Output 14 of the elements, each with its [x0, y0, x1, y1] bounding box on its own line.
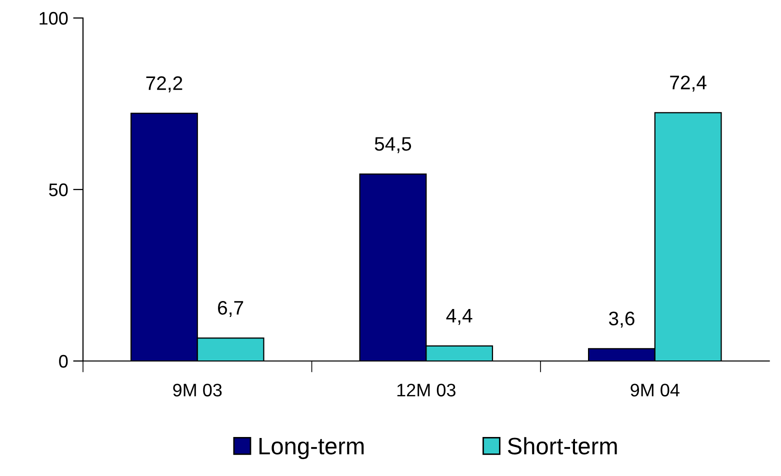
- data-label: 3,6: [608, 312, 634, 328]
- data-label: 72,4: [670, 76, 706, 92]
- y-tick-label: 50: [49, 183, 68, 196]
- y-tick-label: 0: [59, 354, 68, 368]
- x-tick-label: 9M 03: [173, 384, 222, 396]
- legend-label: Long-term: [259, 438, 364, 460]
- data-label: 54,5: [374, 137, 412, 154]
- data-label: 4,4: [446, 309, 472, 325]
- data-label: 6,7: [218, 300, 244, 318]
- x-tick-label: 12M 03: [397, 384, 456, 396]
- legend-label: Short-term: [508, 437, 617, 454]
- x-tick-label: 9M 04: [630, 384, 680, 396]
- y-tick-label: 100: [40, 12, 68, 25]
- data-label: 72,2: [146, 76, 182, 92]
